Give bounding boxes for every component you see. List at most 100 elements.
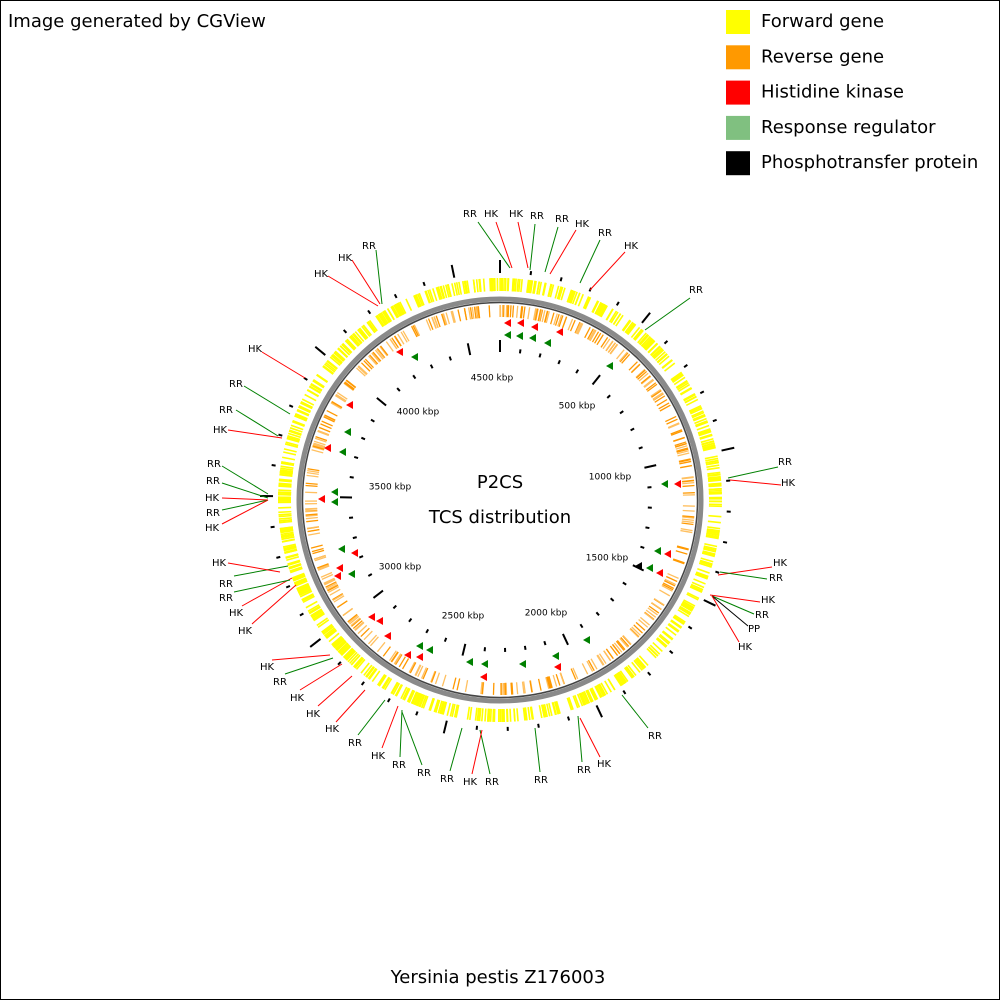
forward-gene (453, 704, 459, 718)
forward-gene (338, 643, 349, 654)
reverse-gene (676, 546, 689, 551)
forward-gene (298, 587, 311, 595)
forward-gene (529, 280, 534, 294)
reverse-gene (306, 525, 320, 530)
reverse-gene (305, 516, 318, 520)
reverse-gene (344, 381, 355, 390)
scale-tick (352, 536, 357, 540)
forward-gene (517, 278, 521, 292)
forward-gene (383, 310, 392, 323)
forward-gene (349, 653, 360, 664)
forward-gene (474, 707, 478, 721)
forward-gene (330, 354, 342, 365)
forward-gene (683, 599, 696, 607)
forward-gene (381, 676, 390, 689)
forward-gene (379, 312, 388, 325)
reverse-gene (554, 313, 560, 326)
forward-gene (650, 345, 661, 356)
forward-gene (354, 657, 365, 669)
forward-gene (308, 606, 321, 615)
forward-gene (695, 571, 709, 578)
reverse-gene (376, 641, 386, 653)
forward-gene (289, 429, 302, 435)
reverse-gene (598, 653, 607, 665)
leader-line (579, 239, 601, 284)
reverse-gene (306, 519, 319, 523)
scale-label: 2500 kbp (442, 612, 485, 622)
feature-marker (504, 319, 511, 327)
outer-tick (415, 711, 419, 716)
reverse-gene (360, 627, 370, 638)
forward-gene (287, 560, 301, 567)
forward-gene (484, 708, 487, 722)
forward-gene (429, 698, 436, 711)
forward-gene (301, 593, 314, 601)
forward-gene (344, 649, 355, 660)
scale-tick (360, 436, 366, 441)
forward-gene (647, 343, 659, 354)
legend-swatch (726, 45, 750, 70)
reverse-gene (682, 509, 695, 512)
reverse-gene (539, 309, 544, 322)
outer-tick (722, 540, 728, 544)
reverse-gene (670, 429, 683, 435)
reverse-gene (545, 677, 550, 689)
leader-line (243, 385, 291, 415)
feature-label: HK (238, 626, 253, 637)
reverse-gene (590, 658, 598, 670)
forward-gene (643, 338, 654, 349)
reverse-gene (662, 582, 675, 589)
feature-label: RR (219, 593, 233, 604)
feature-marker (331, 488, 338, 496)
outer-tick (641, 312, 651, 324)
forward-gene (283, 451, 297, 456)
forward-gene (572, 695, 579, 709)
outer-tick (663, 340, 669, 345)
forward-gene (695, 572, 709, 579)
reverse-gene (670, 430, 683, 436)
forward-gene (278, 479, 292, 483)
outer-tick (337, 661, 342, 666)
center-subtitle: TCS distribution (428, 507, 571, 528)
leader-line (221, 482, 269, 499)
forward-gene (345, 650, 357, 661)
feature-label: RR (229, 379, 243, 390)
forward-gene (342, 647, 354, 658)
forward-gene (699, 560, 713, 566)
forward-gene (631, 661, 641, 673)
forward-gene (706, 466, 720, 471)
reverse-gene (477, 306, 480, 319)
forward-gene (652, 641, 663, 652)
forward-gene (678, 607, 691, 616)
scale-tick (523, 645, 527, 651)
reverse-gene (408, 661, 416, 673)
reverse-gene (308, 532, 321, 536)
leader-line (227, 429, 283, 439)
leader-line (357, 699, 386, 736)
leader-line (284, 657, 334, 675)
scale-label: 2000 kbp (525, 609, 568, 619)
reverse-gene (350, 617, 361, 627)
forward-gene (706, 530, 720, 535)
scale-tick (640, 545, 645, 549)
reverse-gene (523, 681, 526, 694)
reverse-gene (616, 349, 625, 360)
forward-gene (705, 459, 719, 464)
feature-label: HK (509, 209, 524, 220)
reverse-gene (681, 476, 694, 480)
reverse-gene (456, 678, 461, 691)
forward-gene (597, 684, 605, 697)
scale-tick (591, 374, 601, 386)
reverse-gene (547, 676, 552, 689)
outer-tick (278, 433, 283, 437)
reverse-gene (318, 426, 331, 433)
forward-gene (295, 580, 308, 587)
scale-label: 1500 kbp (586, 554, 629, 564)
outer-tick (271, 464, 276, 467)
reverse-gene (643, 612, 655, 621)
legend-label: Phosphotransfer protein (761, 152, 978, 173)
feature-marker (334, 572, 341, 580)
reverse-gene (647, 607, 658, 616)
reverse-gene (545, 311, 550, 324)
reverse-gene (480, 682, 483, 695)
